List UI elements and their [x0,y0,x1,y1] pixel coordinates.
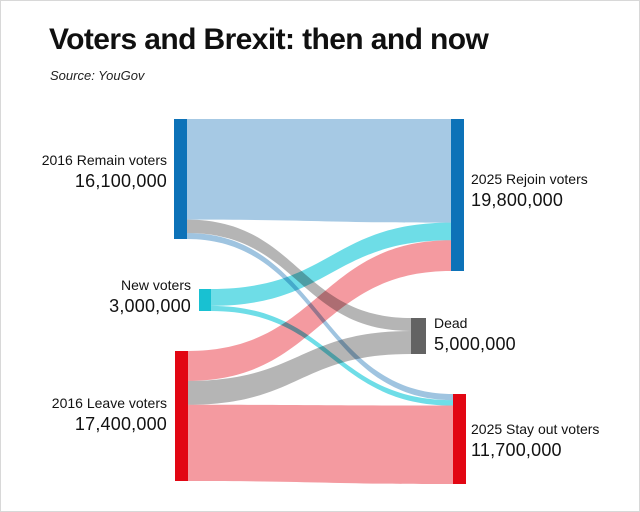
node-remain [174,119,187,239]
node-label-text: Dead [434,315,468,331]
chart-title: Voters and Brexit: then and now [49,23,489,56]
node-new [199,289,211,311]
flow-new-to-rejoin [211,222,451,306]
node-label-value: 5,000,000 [434,333,516,354]
node-label-stayout: 2025 Stay out voters 11,700,000 [471,421,599,461]
flow-leave-to-rejoin [188,240,451,381]
node-label-value: 16,100,000 [74,170,167,191]
node-label-rejoin: 2025 Rejoin voters 19,800,000 [471,171,588,211]
flow-remain-to-stayout [187,233,453,401]
node-leave [175,351,188,481]
node-stayout [453,394,466,484]
node-label-value: 19,800,000 [471,189,564,210]
source-note: Source: YouGov [50,68,145,83]
node-label-leave: 2016 Leave voters 17,400,000 [52,395,167,435]
node-label-text: 2025 Rejoin voters [471,171,588,187]
node-label-text: 2016 Remain voters [41,152,167,168]
flow-leave-to-stayout [188,404,453,484]
flow-new-to-stayout [211,305,453,406]
node-label-dead: Dead 5,000,000 [434,315,516,355]
node-label-text: New voters [120,277,191,293]
node-label-value: 3,000,000 [109,295,191,316]
node-label-new: New voters 3,000,000 [109,277,191,317]
node-label-value: 11,700,000 [471,439,562,460]
node-label-remain: 2016 Remain voters 16,100,000 [42,152,167,192]
node-dead [411,318,426,354]
node-label-value: 17,400,000 [74,413,167,434]
flow-leave-to-dead [188,330,411,405]
node-rejoin [451,119,464,271]
node-label-text: 2016 Leave voters [51,395,167,411]
node-label-text: 2025 Stay out voters [471,421,600,437]
flow-remain-to-rejoin [187,119,451,223]
